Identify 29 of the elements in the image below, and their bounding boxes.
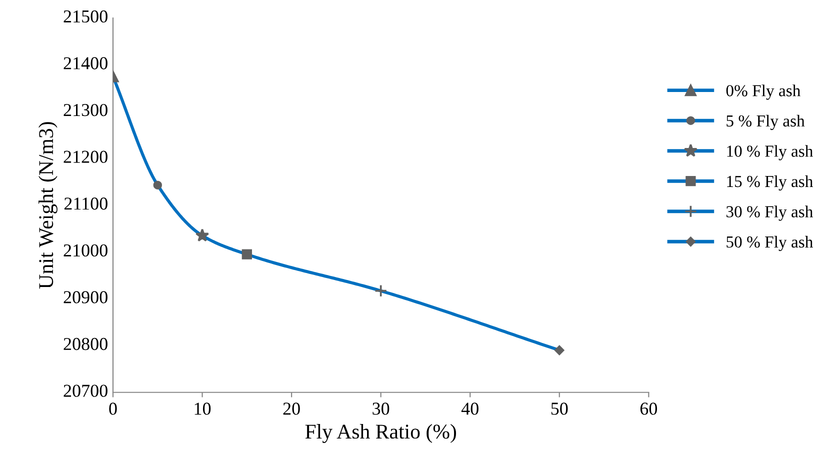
y-tick-label: 21200 [64, 150, 108, 163]
point [374, 284, 388, 298]
x-tick-label: 60 [640, 402, 658, 415]
point [153, 180, 162, 190]
y-tick-label: 21300 [64, 104, 108, 116]
legend-label: 0% Fly ash [726, 84, 800, 100]
y-tick-label: 21100 [64, 198, 108, 210]
y-tick-label: 20800 [64, 338, 108, 350]
legend-label: 15 % Fly ash [727, 175, 813, 191]
legend-label: 10 % Fly ash [727, 145, 813, 160]
x-tick-label: 10 [194, 402, 211, 415]
legend-label: 5 % Fly ash [726, 114, 805, 130]
y-tick-label: 21400 [64, 57, 108, 70]
y-tick-label: 21000 [64, 244, 108, 257]
legend-label: 30 % Fly ash [726, 206, 813, 221]
y-axis-title: Unit Weight (N/m3) [38, 122, 58, 289]
point [195, 228, 210, 242]
y-tick-label: 20700 [64, 384, 108, 397]
point [242, 249, 252, 260]
x-tick-label: 0 [109, 402, 117, 415]
x-axis-title: Fly Ash Ratio (%) [305, 424, 456, 443]
x-tick-label: 20 [283, 402, 300, 415]
x-tick-label: 50 [551, 402, 568, 415]
legend-label: 50 % Fly ash [726, 236, 813, 252]
point [554, 345, 564, 356]
y-tick-label: 20900 [64, 291, 108, 304]
x-tick-label: 40 [461, 402, 478, 415]
y-tick-label: 21500 [64, 10, 108, 23]
x-tick-label: 30 [372, 402, 390, 415]
